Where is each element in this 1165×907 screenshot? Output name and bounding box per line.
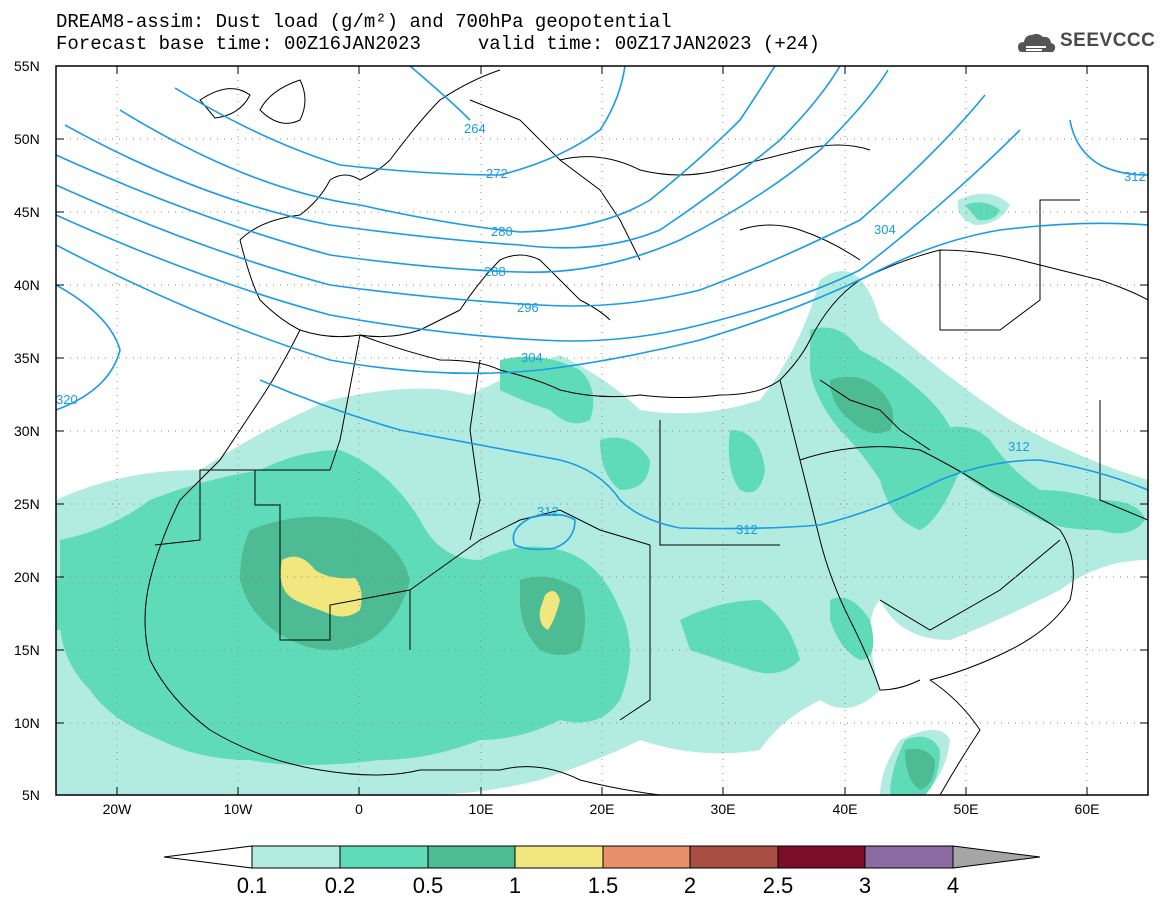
forecast-time: Forecast base time: 00Z16JAN2023 valid t… [56, 33, 820, 55]
lon-label: 30E [711, 801, 736, 817]
contour-labels: 264 272 280 288 296 304 304 312 312 312 … [56, 121, 1146, 537]
contour-label: 280 [491, 224, 513, 239]
contour-label: 272 [486, 166, 508, 181]
contour-label: 320 [56, 392, 78, 407]
colorbar-segment [427, 845, 516, 869]
map-title: DREAM8-assim: Dust load (g/m²) and 700hP… [56, 11, 672, 33]
colorbar-label: 2.5 [763, 873, 794, 898]
longitude-labels: 20W 10W 0 10E 20E 30E 40E 50E 60E [103, 801, 1100, 817]
contour-label: 296 [517, 300, 539, 315]
lat-label: 20N [14, 569, 40, 585]
contour-label: 264 [464, 121, 486, 136]
lon-label: 0 [355, 801, 363, 817]
colorbar-segment [514, 845, 604, 869]
colorbar-label: 0.2 [325, 873, 356, 898]
lat-label: 45N [14, 204, 40, 220]
colorbar-segment [251, 845, 341, 869]
colorbar-label: 0.5 [413, 873, 444, 898]
lat-label: 30N [14, 423, 40, 439]
lon-label: 60E [1075, 801, 1100, 817]
gridlines [56, 66, 1148, 795]
colorbar: 0.1 0.2 0.5 1 1.5 2 2.5 3 4 [163, 845, 1041, 898]
colorbar-under-arrow [163, 845, 253, 869]
lat-label: 5N [22, 787, 40, 803]
colorbar-segment [864, 845, 954, 869]
latitude-labels: 55N 50N 45N 40N 35N 30N 25N 20N 15N 10N … [14, 58, 40, 803]
lat-label: 40N [14, 277, 40, 293]
colorbar-label: 0.1 [237, 873, 268, 898]
lat-label: 15N [14, 642, 40, 658]
colorbar-label: 4 [947, 873, 959, 898]
colorbar-label: 3 [859, 873, 871, 898]
dust-shading [56, 193, 1148, 795]
colorbar-label: 1 [509, 873, 521, 898]
contour-label: 288 [484, 264, 506, 279]
colorbar-segment [602, 845, 691, 869]
lon-label: 20E [590, 801, 615, 817]
colorbar-over-arrow [952, 845, 1041, 869]
lat-label: 50N [14, 131, 40, 147]
lon-label: 40E [833, 801, 858, 817]
contour-label: 312 [1124, 169, 1146, 184]
geopotential-contours [56, 66, 1148, 551]
colorbar-segment [339, 845, 429, 869]
colorbar-segment [777, 845, 866, 869]
lat-label: 25N [14, 496, 40, 512]
lon-label: 50E [954, 801, 979, 817]
contour-label: 312 [1008, 439, 1030, 454]
lon-label: 20W [103, 801, 133, 817]
coastlines [144, 69, 1148, 795]
contour-label: 312 [736, 522, 758, 537]
lat-label: 55N [14, 58, 40, 74]
cloud-logo-icon [1018, 33, 1056, 53]
lon-label: 10E [469, 801, 494, 817]
colorbar-segment [689, 845, 779, 869]
colorbar-label: 1.5 [588, 873, 619, 898]
axis-ticks [56, 65, 1148, 796]
contour-label: 304 [874, 222, 896, 237]
contour-label: 312 [537, 504, 559, 519]
contour-label: 304 [521, 350, 543, 365]
lon-label: 10W [224, 801, 254, 817]
lat-label: 10N [14, 715, 40, 731]
logo-text: SEEVCCC [1060, 30, 1156, 51]
lat-label: 35N [14, 350, 40, 366]
colorbar-label: 2 [684, 873, 696, 898]
